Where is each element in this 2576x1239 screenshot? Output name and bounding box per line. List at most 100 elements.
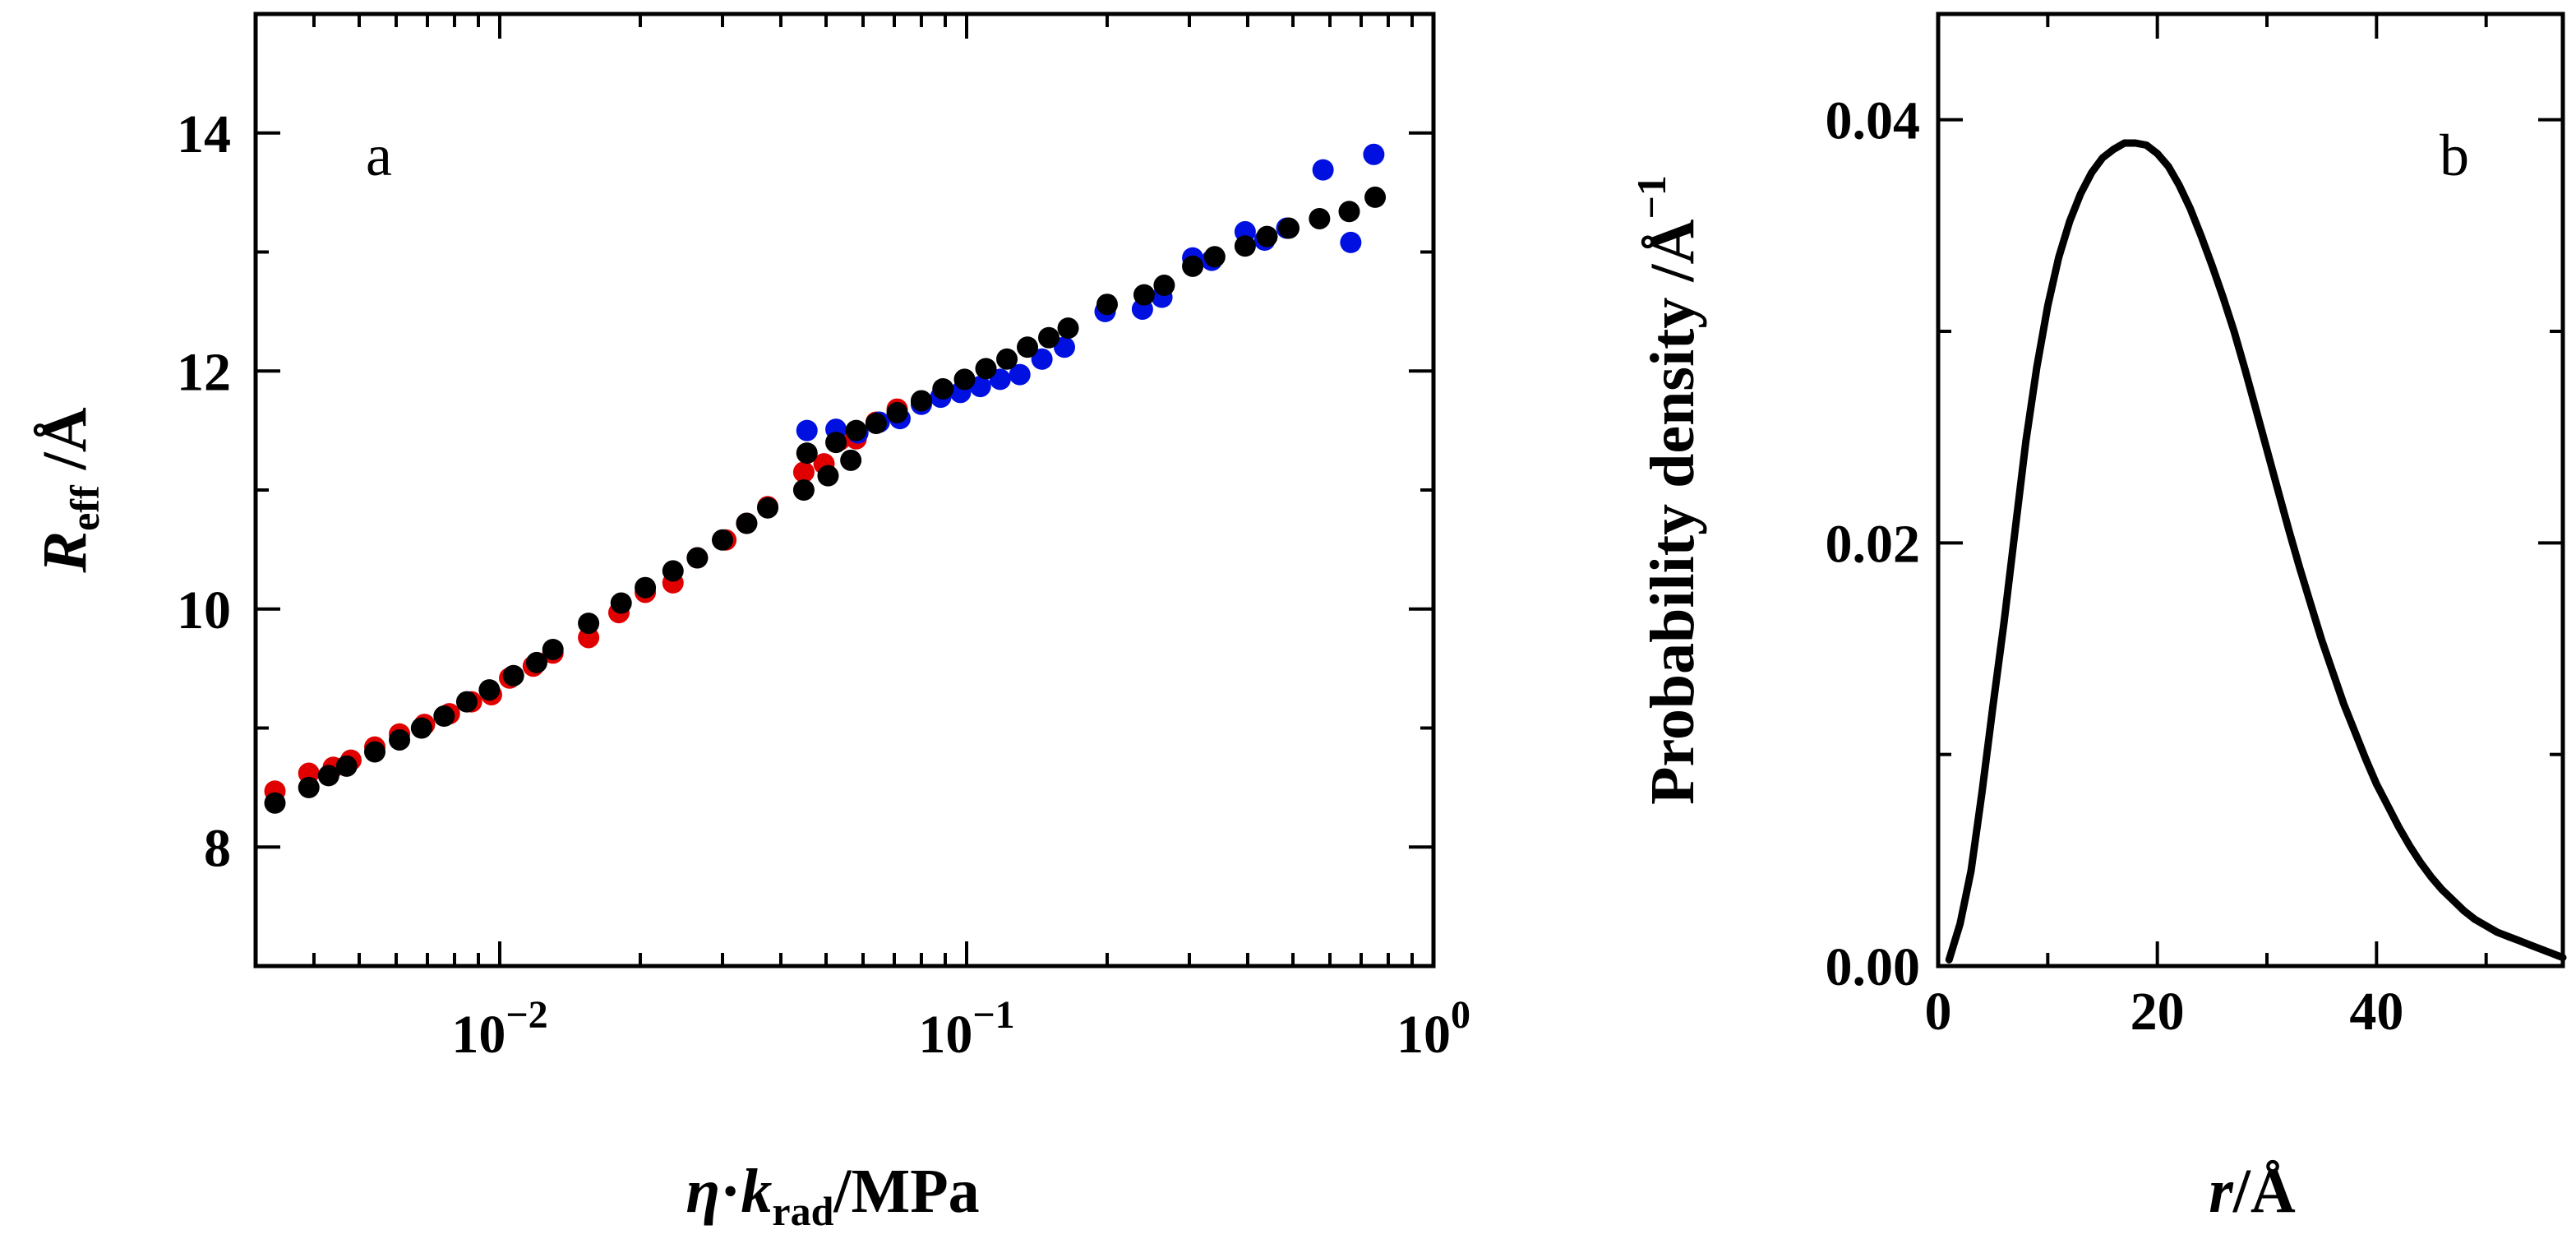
point-blue (796, 419, 818, 442)
x-tick-base: 10 (918, 1005, 972, 1065)
point-black (996, 348, 1018, 370)
x-tick-label: 0 (1925, 982, 1952, 1042)
x-tick-label: 100 (1396, 993, 1470, 1065)
point-black (792, 479, 815, 501)
point-black (975, 358, 997, 380)
point-black (525, 651, 547, 673)
panel-b-x-tick-labels: 0 20 40 (1925, 982, 2404, 1042)
y-label-exp: −1 (1628, 175, 1674, 220)
y-tick-label: 0.04 (1826, 91, 1921, 151)
panel-a-y-tick-labels: 8 10 12 14 (177, 104, 231, 879)
point-blue (1363, 143, 1385, 165)
point-black (433, 705, 455, 728)
point-black (578, 613, 600, 635)
y-label-sub: eff (62, 484, 108, 531)
y-tick-label: 0.02 (1826, 514, 1921, 574)
x-tick-exp: −1 (972, 993, 1014, 1037)
point-black (932, 377, 954, 400)
x-label-sub: rad (772, 1188, 833, 1234)
panel-b-frame (1936, 12, 2565, 969)
point-black (1364, 186, 1387, 208)
point-black (478, 679, 501, 701)
point-black (840, 449, 862, 471)
point-black (1017, 336, 1039, 358)
x-tick-exp: 0 (1451, 993, 1470, 1037)
point-black (1133, 284, 1155, 306)
y-label-text: Probability density /Å (1638, 220, 1707, 805)
x-tick-base: 10 (451, 1005, 506, 1065)
panel-a-points (264, 143, 1387, 814)
point-black (264, 792, 286, 814)
point-black (298, 776, 320, 798)
panel-a-label: a (366, 123, 392, 188)
point-black (1256, 225, 1278, 247)
point-black (845, 419, 867, 442)
point-black (910, 390, 932, 412)
point-black (1309, 207, 1331, 229)
point-black (865, 412, 887, 434)
x-tick-label: 20 (2131, 982, 2185, 1042)
point-black (825, 432, 847, 454)
point-black (1057, 317, 1079, 340)
x-tick-base: 10 (1396, 1005, 1451, 1065)
x-label-eta: η (686, 1157, 720, 1226)
point-black (1153, 275, 1175, 297)
point-black (757, 497, 779, 519)
x-tick-exp: −2 (506, 993, 547, 1037)
point-black (455, 691, 478, 713)
point-black (335, 755, 358, 777)
point-red (792, 461, 815, 483)
panel-a-x-tick-labels: 10−2 10−1 100 (451, 993, 1470, 1065)
density-curve (1945, 139, 2567, 964)
y-label-r: R (30, 531, 99, 574)
point-blue (1009, 363, 1031, 386)
point-black (1278, 217, 1300, 239)
point-black (796, 442, 818, 465)
point-black (886, 401, 908, 423)
y-tick-label: 8 (204, 818, 231, 878)
point-blue (1340, 231, 1362, 253)
point-black (662, 560, 684, 582)
point-black (953, 368, 976, 391)
point-black (686, 547, 709, 569)
point-black (610, 592, 632, 614)
point-black (542, 638, 564, 660)
x-label-r: r (2209, 1157, 2234, 1226)
x-label-unit: /MPa (833, 1157, 979, 1226)
point-black (410, 717, 432, 739)
panel-b-label: b (2440, 123, 2469, 188)
point-black (502, 664, 524, 687)
y-tick-label: 14 (177, 104, 231, 164)
x-label-k: k (741, 1157, 772, 1226)
y-tick-label: 0.00 (1826, 937, 1921, 997)
x-label-unit: /Å (2232, 1157, 2296, 1226)
y-label-unit: /Å (30, 407, 99, 485)
point-black (736, 512, 758, 534)
point-blue (1054, 336, 1076, 358)
point-black (317, 765, 339, 787)
point-black (635, 576, 657, 599)
x-tick-label: 10−2 (451, 993, 547, 1065)
panel-b-ticks (1937, 14, 2563, 968)
point-black (712, 529, 734, 551)
point-black (1234, 235, 1256, 257)
point-black (1038, 326, 1060, 349)
panel-b-x-axis-label: r/Å (2209, 1157, 2296, 1226)
point-blue (1031, 348, 1053, 370)
panel-b: b 0.00 0.02 0.04 0 20 40 r/Å Probability den… (1628, 12, 2567, 1226)
point-blue (1312, 159, 1334, 181)
y-tick-label: 12 (177, 342, 231, 402)
point-black (1182, 255, 1204, 277)
x-tick-label: 40 (2349, 982, 2403, 1042)
x-tick-label: 10−1 (918, 993, 1014, 1065)
panel-b-y-tick-labels: 0.00 0.02 0.04 (1826, 91, 1921, 997)
panel-a-y-axis-label: Reff /Å (30, 407, 108, 573)
point-black (1203, 246, 1226, 268)
point-black (1096, 294, 1118, 316)
panel-a-ticks (254, 12, 1435, 968)
panel-a-frame (253, 12, 1436, 969)
point-black (363, 741, 385, 763)
y-tick-label: 10 (177, 580, 231, 640)
